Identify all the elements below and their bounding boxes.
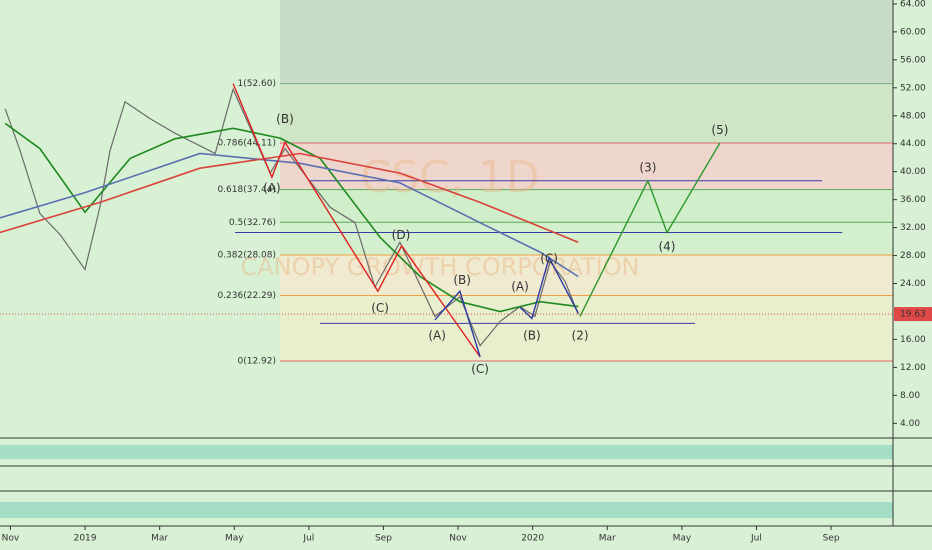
y-tick-label: 16.00: [900, 335, 926, 345]
x-tick-label: Sep: [823, 534, 840, 544]
wave-label: (5): [711, 123, 728, 137]
wave-label: (C): [371, 301, 389, 315]
wave-line: [519, 255, 579, 320]
fib-label: 1(52.60): [237, 79, 276, 89]
wave-line: [232, 83, 481, 358]
y-tick-label: 48.00: [900, 111, 926, 121]
y-tick-label: 8.00: [900, 391, 920, 401]
fib-zone: [280, 0, 893, 84]
price-line: [0, 152, 579, 278]
y-tick-label: 24.00: [900, 279, 926, 289]
y-tick-label: 56.00: [900, 55, 926, 65]
fib-label: 0(12.92): [237, 356, 276, 366]
wave-label: (C): [540, 252, 558, 266]
fib-label: 0.5(32.76): [229, 218, 276, 228]
wave-label: (D): [392, 228, 411, 242]
wave-label: (3): [639, 161, 656, 175]
wave-line: [434, 289, 481, 358]
wave-label: (B): [276, 112, 294, 126]
fib-zone: [280, 142, 893, 190]
fib-label: 0.618(37.44): [217, 185, 276, 195]
x-tick-label: Mar: [151, 534, 168, 544]
x-tick-label: Nov: [449, 534, 467, 544]
fib-label: 0.236(22.29): [217, 291, 276, 301]
y-tick-label: 44.00: [900, 139, 926, 149]
wave-label: (A): [511, 280, 529, 294]
y-tick-label: 32.00: [900, 223, 926, 233]
wave-label: (A): [263, 181, 281, 195]
y-tick-label: 28.00: [900, 251, 926, 261]
price-line: [0, 152, 579, 244]
fib-zone: [280, 295, 893, 361]
x-tick-label: May: [225, 534, 244, 544]
last-price-label: 19.63: [900, 310, 926, 320]
wave-label: (B): [523, 328, 541, 342]
y-tick-label: 12.00: [900, 363, 926, 373]
y-tick-label: 64.00: [900, 0, 926, 9]
watermark: CSC, 1D: [360, 152, 539, 203]
indicator-panes: [0, 0, 932, 527]
pane-band: [0, 502, 893, 518]
fib-label: 0.786(44.11): [217, 138, 276, 148]
y-tick-label: 36.00: [900, 195, 926, 205]
fib-label: 0.382(28.08): [217, 250, 276, 260]
wave-line: [579, 142, 721, 317]
x-tick-label: Jul: [750, 534, 762, 544]
wave-label: (A): [428, 328, 446, 342]
watermark-subtitle: CANOPY GROWTH CORPORATION: [240, 253, 639, 281]
wave-label: (2): [572, 328, 589, 342]
x-tick-label: Jul: [302, 534, 314, 544]
fib-zones: [280, 0, 893, 362]
fib-zone: [280, 83, 893, 143]
wave-label: (C): [471, 362, 489, 376]
wave-label: (B): [453, 273, 471, 287]
last-price-box: [894, 307, 932, 322]
x-tick-label: Mar: [599, 534, 616, 544]
fib-zone: [280, 189, 893, 223]
x-tick-label: Sep: [375, 534, 392, 544]
y-tick-label: 60.00: [900, 27, 926, 37]
pane-band: [0, 445, 893, 459]
x-tick-label: May: [673, 534, 692, 544]
wave-label: (4): [658, 240, 675, 254]
y-tick-label: 40.00: [900, 167, 926, 177]
x-tick-label: Nov: [2, 534, 20, 544]
y-tick-label: 52.00: [900, 83, 926, 93]
price-line: [4, 122, 579, 313]
y-tick-label: 4.00: [900, 419, 920, 429]
x-tick-label: 2019: [74, 534, 97, 544]
x-tick-label: 2020: [521, 534, 544, 544]
